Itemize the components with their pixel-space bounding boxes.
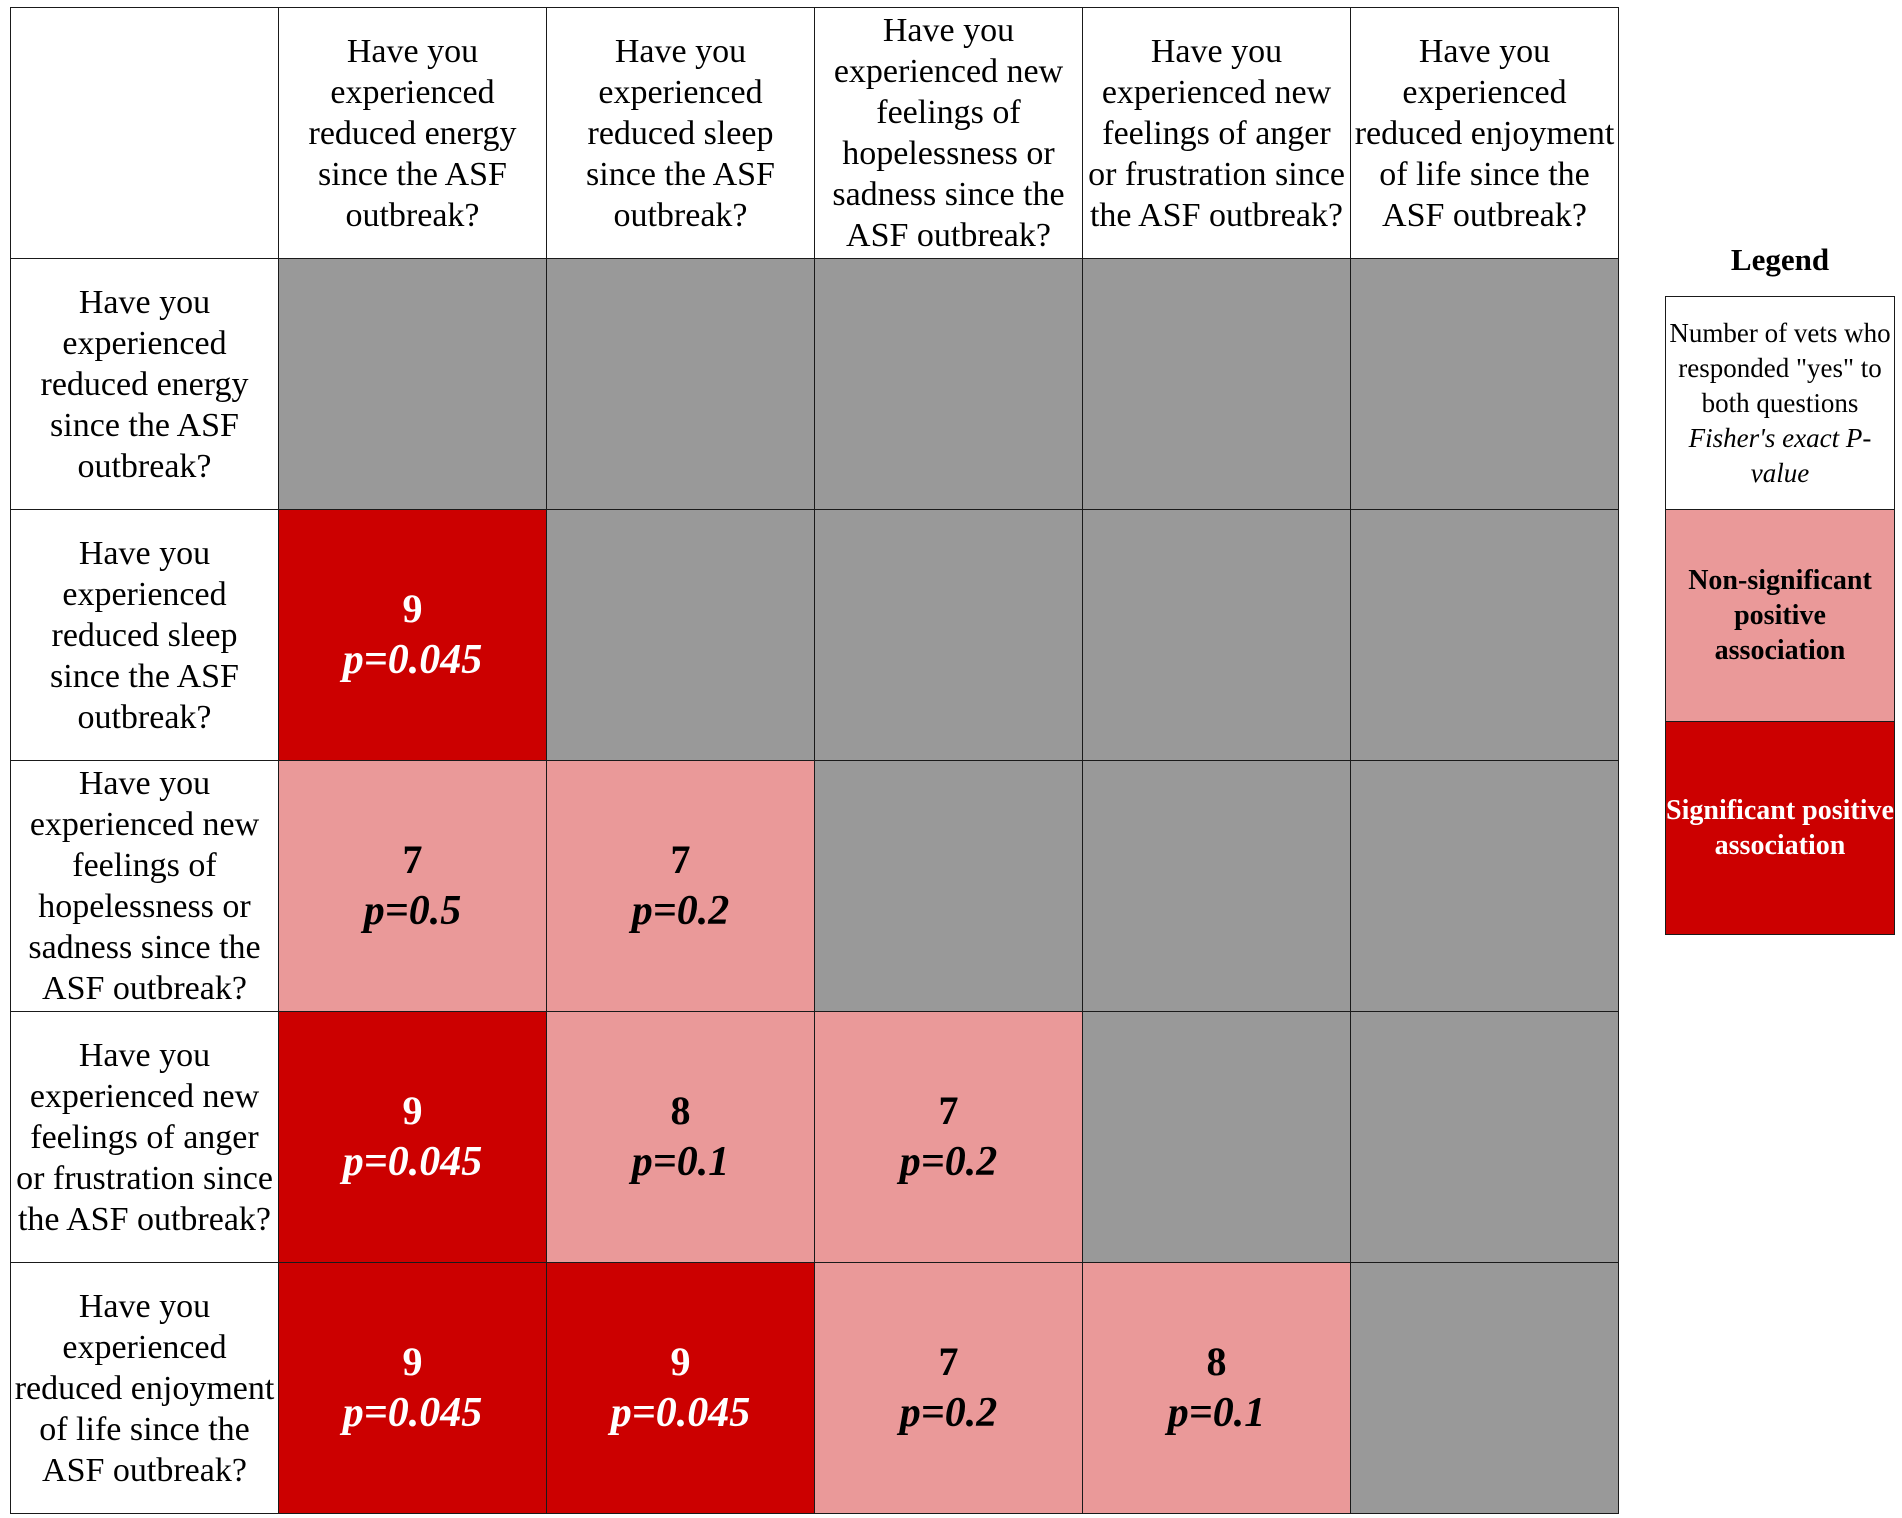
row-header: Have you experienced reduced enjoyment o… (10, 1262, 279, 1514)
cell-count-label: 9 (402, 586, 423, 631)
significant-cell: 9 p=0.045 (546, 1262, 815, 1514)
nonsignificant-cell: 8 p=0.1 (546, 1011, 815, 1263)
cell-p-value-label: p=0.045 (342, 1139, 483, 1185)
cell-p-value-label: p=0.045 (610, 1390, 751, 1436)
cell-count-label: 7 (670, 837, 691, 882)
column-header: Have you experienced new feelings of ang… (1082, 7, 1351, 259)
legend-significant-label: Significant positive association (1666, 795, 1894, 861)
association-matrix: Have you experienced reduced energy sinc… (10, 7, 1619, 1514)
column-header-label: Have you experienced new feelings of hop… (832, 12, 1065, 254)
empty-cell (814, 258, 1083, 510)
legend-count-description: Number of vets who responded "yes" to bo… (1669, 317, 1891, 418)
column-header: Have you experienced reduced sleep since… (546, 7, 815, 259)
matrix-row: Have you experienced reduced enjoyment o… (10, 1262, 1619, 1514)
legend-key-cell-content: Number of vets who responded "yes" to bo… (1666, 297, 1894, 510)
empty-cell (814, 760, 1083, 1012)
legend-p-description: Fisher's exact P-value (1688, 422, 1872, 488)
cell-count-label: 8 (1206, 1339, 1227, 1384)
row-header: Have you experienced new feelings of hop… (10, 760, 279, 1012)
row-header-label: Have you experienced reduced enjoyment o… (14, 1287, 275, 1489)
matrix-row: Have you experienced reduced energy sinc… (10, 258, 1619, 510)
column-header: Have you experienced reduced enjoyment o… (1350, 7, 1619, 259)
legend-nonsignificant-label: Non-significant positive association (1688, 565, 1872, 666)
legend-significant-swatch: Significant positive association (1666, 722, 1894, 934)
cell-p-value-label: p=0.2 (631, 888, 730, 934)
cell-p-value-label: p=0.1 (631, 1139, 730, 1185)
legend-box: Number of vets who responded "yes" to bo… (1665, 296, 1895, 935)
cell-p-value-label: p=0.2 (899, 1390, 998, 1436)
row-header: Have you experienced reduced energy sinc… (10, 258, 279, 510)
cell-count-label: 9 (402, 1088, 423, 1133)
nonsignificant-cell: 7 p=0.5 (278, 760, 547, 1012)
empty-cell (546, 509, 815, 761)
empty-cell (1350, 1262, 1619, 1514)
empty-cell (1350, 1011, 1619, 1263)
cell-count-label: 9 (402, 1339, 423, 1384)
column-header: Have you experienced new feelings of hop… (814, 7, 1083, 259)
cell-count-label: 7 (402, 837, 423, 882)
column-header: Have you experienced reduced energy sinc… (278, 7, 547, 259)
nonsignificant-cell: 7 p=0.2 (546, 760, 815, 1012)
matrix-row: Have you experienced reduced sleep since… (10, 509, 1619, 761)
empty-cell (1350, 760, 1619, 1012)
cell-p-value-label: p=0.045 (342, 1390, 483, 1436)
header-row: Have you experienced reduced energy sinc… (10, 7, 1619, 259)
empty-cell (278, 258, 547, 510)
corner-cell (10, 7, 279, 259)
row-header: Have you experienced new feelings of ang… (10, 1011, 279, 1263)
legend-nonsignificant-swatch: Non-significant positive association (1666, 510, 1894, 722)
empty-cell (1350, 509, 1619, 761)
row-header-label: Have you experienced new feelings of hop… (28, 765, 261, 1007)
cell-p-value-label: p=0.5 (363, 888, 462, 934)
cell-count-label: 7 (938, 1088, 959, 1133)
cell-count-label: 7 (938, 1339, 959, 1384)
row-header-label: Have you experienced reduced energy sinc… (40, 283, 249, 485)
cell-p-value-label: p=0.045 (342, 637, 483, 683)
nonsignificant-cell: 8 p=0.1 (1082, 1262, 1351, 1514)
empty-cell (1082, 1011, 1351, 1263)
cell-p-value-label: p=0.2 (899, 1139, 998, 1185)
cell-p-value-label: p=0.1 (1167, 1390, 1266, 1436)
column-header-label: Have you experienced reduced energy sinc… (308, 32, 517, 234)
significant-cell: 9 p=0.045 (278, 1011, 547, 1263)
significant-cell: 9 p=0.045 (278, 509, 547, 761)
row-header-label: Have you experienced reduced sleep since… (50, 534, 239, 736)
legend: Legend Number of vets who responded "yes… (1665, 240, 1895, 935)
cell-count-label: 9 (670, 1339, 691, 1384)
row-header: Have you experienced reduced sleep since… (10, 509, 279, 761)
legend-title: Legend (1730, 242, 1830, 277)
column-header-label: Have you experienced reduced sleep since… (586, 32, 775, 234)
column-header-label: Have you experienced new feelings of ang… (1088, 32, 1345, 234)
empty-cell (1082, 760, 1351, 1012)
cell-count-label: 8 (670, 1088, 691, 1133)
empty-cell (1350, 258, 1619, 510)
empty-cell (1082, 509, 1351, 761)
empty-cell (546, 258, 815, 510)
empty-cell (814, 509, 1083, 761)
significant-cell: 9 p=0.045 (278, 1262, 547, 1514)
column-header-label: Have you experienced reduced enjoyment o… (1354, 32, 1615, 234)
matrix-row: Have you experienced new feelings of ang… (10, 1011, 1619, 1263)
matrix-row: Have you experienced new feelings of hop… (10, 760, 1619, 1012)
empty-cell (1082, 258, 1351, 510)
nonsignificant-cell: 7 p=0.2 (814, 1011, 1083, 1263)
row-header-label: Have you experienced new feelings of ang… (16, 1036, 273, 1238)
nonsignificant-cell: 7 p=0.2 (814, 1262, 1083, 1514)
